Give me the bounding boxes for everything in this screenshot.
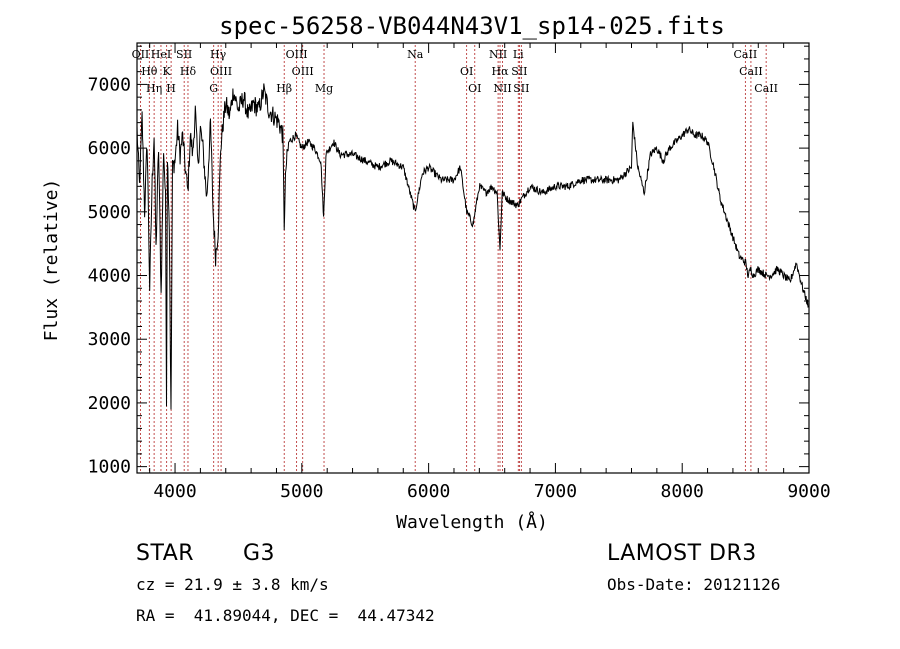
redshift-velocity: cz = 21.9 ± 3.8 km/s xyxy=(136,575,329,594)
x-tick-label: 6000 xyxy=(407,481,450,502)
spectral-line-labels: OIIHθHηHeIKHSIIHδGHγOIIIHβOIIIOIIIMgNaOI… xyxy=(132,48,778,95)
line-label: OIII xyxy=(286,48,308,61)
line-label: G xyxy=(209,82,218,95)
line-label: OIII xyxy=(210,65,232,78)
object-class: STAR xyxy=(136,541,195,566)
observation-date: Obs-Date: 20121126 xyxy=(607,575,781,594)
line-label: Hβ xyxy=(276,82,292,95)
x-tick-label: 7000 xyxy=(534,481,577,502)
line-label: Li xyxy=(513,48,524,61)
x-tick-label: 8000 xyxy=(661,481,704,502)
line-label: Hη xyxy=(146,82,162,95)
y-tick-label: 4000 xyxy=(88,266,131,287)
line-label: Hγ xyxy=(210,48,227,61)
survey-name: LAMOST DR3 xyxy=(607,541,757,566)
y-tick-label: 2000 xyxy=(88,393,131,414)
y-tick-label: 3000 xyxy=(88,329,131,350)
line-label: Hα xyxy=(491,65,509,78)
x-axis-label: Wavelength (Å) xyxy=(396,511,548,533)
line-label: Hδ xyxy=(180,65,197,78)
line-label: H xyxy=(166,82,176,95)
line-label: OII xyxy=(132,48,150,61)
y-axis: 1000 2000 3000 4000 5000 6000 7000 xyxy=(88,45,809,478)
spectrum-chart: spec-56258-VB044N43V1_sp14-025.fits OIIH… xyxy=(41,12,831,533)
y-tick-label: 6000 xyxy=(88,138,131,159)
y-tick-label: 1000 xyxy=(88,457,131,478)
chart-title: spec-56258-VB044N43V1_sp14-025.fits xyxy=(219,12,725,40)
x-tick-label: 9000 xyxy=(787,481,830,502)
line-label: CaII xyxy=(734,48,758,61)
spectral-line-markers xyxy=(140,45,767,472)
line-label: SII xyxy=(513,82,529,95)
y-tick-label: 7000 xyxy=(88,74,131,95)
line-label: OI xyxy=(468,82,481,95)
y-tick-label: 5000 xyxy=(88,202,131,223)
line-label: SII xyxy=(511,65,527,78)
line-label: K xyxy=(163,65,172,78)
line-label: CaII xyxy=(739,65,763,78)
object-subclass: G3 xyxy=(243,541,276,566)
line-label: NII xyxy=(489,48,507,61)
line-label: Mg xyxy=(315,82,333,95)
line-label: HeI xyxy=(151,48,171,61)
x-tick-label: 5000 xyxy=(280,481,323,502)
line-label: CaII xyxy=(754,82,778,95)
line-label: Na xyxy=(407,48,424,61)
line-label: Hθ xyxy=(141,65,158,78)
x-axis: 4000 5000 6000 7000 8000 9000 xyxy=(149,43,831,502)
y-axis-label: Flux (relative) xyxy=(41,179,62,342)
plot-frame xyxy=(136,42,810,474)
line-label: NII xyxy=(493,82,511,95)
spectrum-line xyxy=(136,83,810,410)
line-label: SII xyxy=(176,48,192,61)
line-label: OI xyxy=(460,65,473,78)
line-label: OIII xyxy=(292,65,314,78)
x-tick-label: 4000 xyxy=(153,481,196,502)
coordinates: RA = 41.89044, DEC = 44.47342 xyxy=(136,606,435,625)
